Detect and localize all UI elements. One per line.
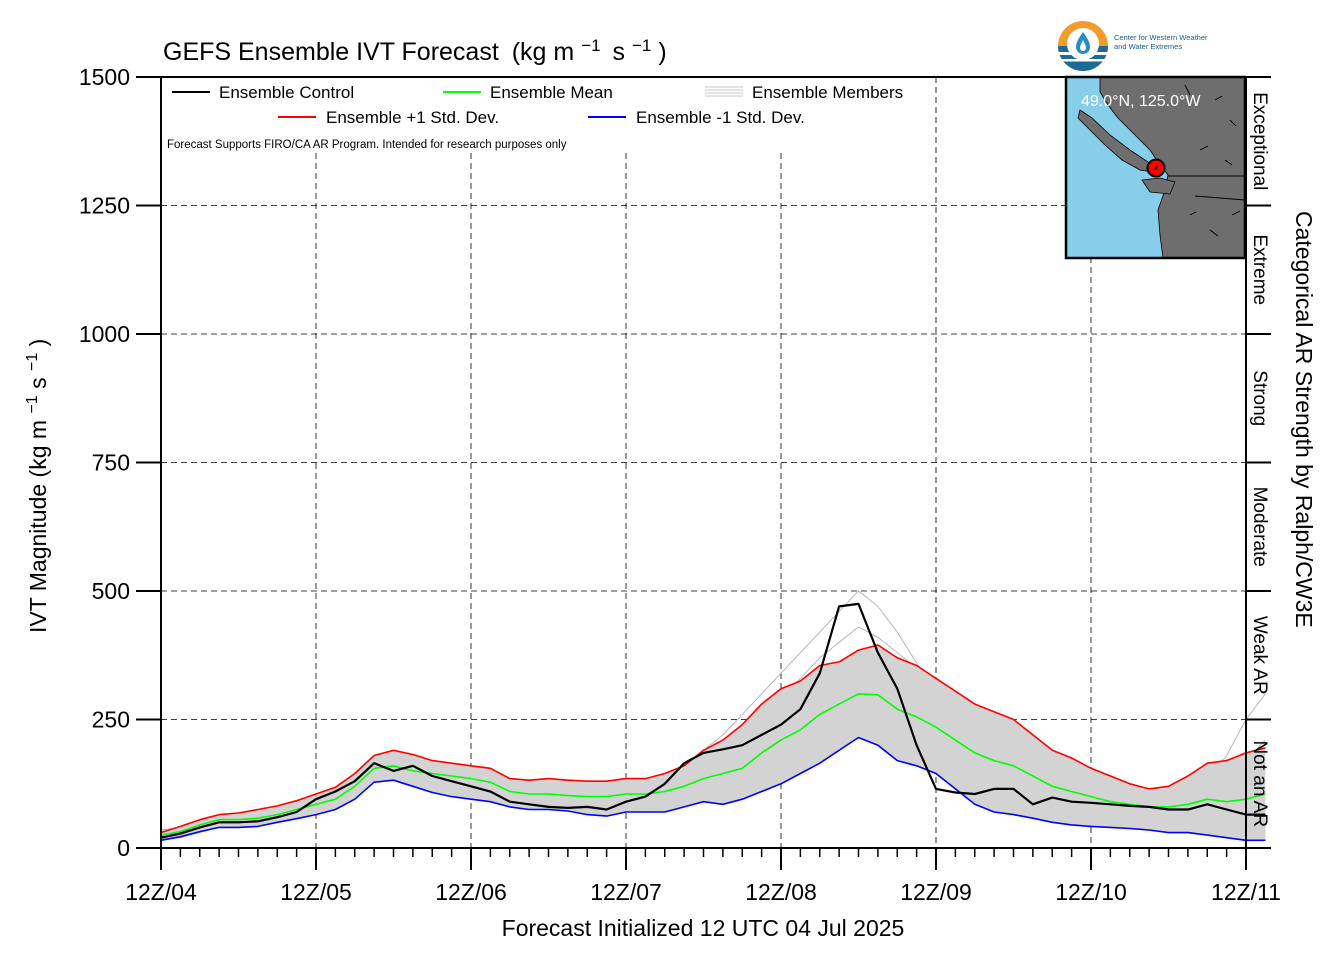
research-note: Forecast Supports FIRO/CA AR Program. In… — [167, 139, 567, 151]
map-island — [1077, 109, 1153, 173]
y-tick-label: 1250 — [79, 193, 130, 219]
chart-title-sup2: −1 — [632, 36, 651, 55]
y-axis-label-sup2: −1 — [24, 353, 41, 371]
legend-plus-label: Ensemble +1 Std. Dev. — [326, 108, 499, 127]
mean-line — [160, 693, 1266, 836]
y-tick-label: 0 — [117, 835, 130, 861]
category-label: Extreme — [1249, 234, 1270, 305]
control-line — [160, 602, 1266, 839]
cw3e-logo-line1: Center for Western Weather — [1114, 33, 1208, 42]
cw3e-logo: Center for Western Weather and Water Ext… — [1056, 18, 1246, 76]
y-tick-label: 750 — [92, 450, 130, 476]
x-tick-label: 12Z/09 — [900, 879, 972, 905]
cw3e-logo-text: Center for Western Weather and Water Ext… — [1114, 33, 1208, 51]
chart-title-close: ) — [658, 38, 666, 66]
location-map: 49.0°N, 125.0°W — [1064, 75, 1247, 260]
x-tick-label: 12Z/08 — [745, 879, 817, 905]
y-axis-label-s: s — [25, 377, 51, 389]
map-peninsula — [1141, 177, 1176, 195]
x-tick-label: 12Z/04 — [125, 879, 197, 905]
ar-strength-label: Categorical AR Strength by Ralph/CW3E — [1291, 211, 1317, 628]
category-label: Exceptional — [1249, 92, 1270, 190]
std-dev-band-area — [161, 645, 1266, 841]
legend-minus-label: Ensemble -1 Std. Dev. — [636, 108, 805, 127]
chart-title-units: (kg m — [512, 38, 575, 66]
category-label: Strong — [1249, 370, 1270, 426]
x-tick-label: 12Z/06 — [435, 879, 507, 905]
y-axis-label-main: IVT Magnitude (kg m — [25, 420, 51, 633]
legend: Ensemble Control Ensemble Mean Ensemble … — [167, 83, 903, 151]
series-lines — [160, 602, 1266, 842]
y-axis-label: IVT Magnitude (kg m −1 s −1 ) — [16, 339, 51, 633]
map-coordinates: 49.0°N, 125.0°W — [1081, 93, 1201, 110]
legend-control-label: Ensemble Control — [219, 83, 354, 102]
x-ticks: 12Z/04 12Z/05 12Z/06 12Z/07 12Z/08 12Z/09 12Z/… — [125, 848, 1281, 905]
y-tick-label: 1000 — [79, 321, 130, 347]
x-tick-label: 12Z/07 — [590, 879, 662, 905]
category-label: Weak AR — [1249, 616, 1270, 695]
map-borders — [1168, 84, 1246, 237]
std-dev-band — [161, 645, 1266, 841]
grid — [161, 77, 1246, 848]
chart-title-main: GEFS Ensemble IVT Forecast — [163, 38, 499, 66]
cw3e-logo-line2: and Water Extremes — [1114, 42, 1183, 51]
location-marker-dot — [1154, 166, 1158, 170]
minus-std-line — [160, 736, 1266, 842]
y-tick-label: 1500 — [79, 64, 130, 90]
y-tick-label: 250 — [92, 707, 130, 733]
y-axis-label-sup1: −1 — [24, 395, 41, 413]
cw3e-logo-mark — [1058, 21, 1108, 71]
chart-title: GEFS Ensemble IVT Forecast (kg m −1 s −1… — [163, 29, 667, 66]
map-frame — [1064, 75, 1247, 260]
chart-title-sup1: −1 — [581, 36, 600, 55]
x-tick-label: 12Z/10 — [1055, 879, 1127, 905]
chart-title-s: s — [613, 38, 626, 66]
x-tick-label: 12Z/11 — [1211, 879, 1281, 905]
x-axis-label: Forecast Initialized 12 UTC 04 Jul 2025 — [502, 915, 905, 941]
ar-categories: Not an AR Weak AR Moderate Strong Extreme Exc… — [1246, 76, 1271, 849]
x-tick-label: 12Z/05 — [280, 879, 352, 905]
legend-mean-label: Ensemble Mean — [490, 83, 613, 102]
category-label: Moderate — [1249, 487, 1270, 567]
y-axis-label-close: ) — [25, 339, 51, 347]
y-ticks: 0 250 500 750 1000 1250 1500 — [79, 64, 161, 861]
plus-std-line — [160, 644, 1266, 834]
legend-members-label: Ensemble Members — [752, 83, 903, 102]
legend-members-swatch — [705, 86, 743, 97]
category-label: Not an AR — [1249, 740, 1270, 827]
y-tick-label: 500 — [92, 578, 130, 604]
